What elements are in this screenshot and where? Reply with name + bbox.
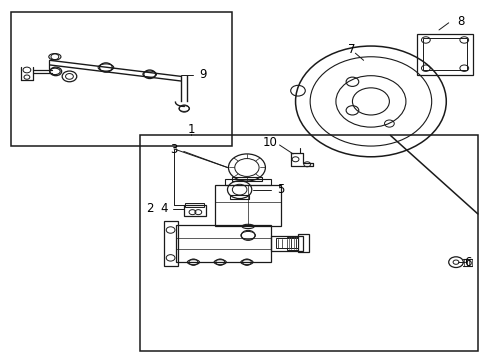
Text: 9: 9	[199, 68, 206, 81]
Text: 1: 1	[187, 123, 194, 136]
Text: 5: 5	[276, 183, 284, 196]
Bar	[185, 203, 203, 207]
Bar	[287, 237, 297, 250]
Text: 6: 6	[464, 256, 471, 269]
Bar	[140, 135, 477, 351]
Bar	[232, 177, 261, 181]
Bar	[229, 195, 249, 199]
Text: 2: 2	[145, 202, 153, 215]
Text: 3: 3	[170, 143, 177, 156]
Text: 4: 4	[160, 202, 168, 215]
Bar	[271, 235, 302, 251]
Bar	[164, 221, 178, 266]
Bar	[276, 238, 297, 248]
Text: 8: 8	[456, 14, 464, 27]
Bar	[215, 185, 281, 226]
Bar	[224, 179, 271, 185]
Bar	[297, 234, 308, 252]
Text: 10: 10	[262, 136, 277, 149]
Bar	[422, 38, 466, 70]
Bar	[176, 225, 271, 262]
Text: 7: 7	[347, 43, 354, 56]
Bar	[11, 12, 232, 146]
Bar	[183, 205, 205, 216]
Bar	[416, 33, 472, 75]
